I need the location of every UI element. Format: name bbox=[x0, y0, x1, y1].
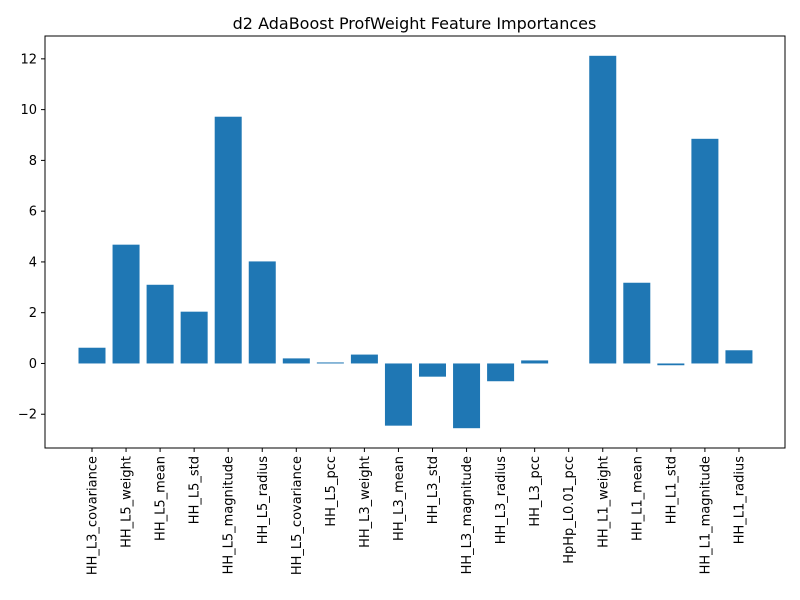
x-tick-label: HH_L5_pcc bbox=[324, 456, 339, 527]
x-tick-label: HH_L3_pcc bbox=[528, 456, 543, 527]
bar-HH_L3_weight bbox=[350, 354, 378, 364]
x-tick-label: HH_L3_magnitude bbox=[460, 456, 475, 574]
y-tick-label: 8 bbox=[29, 154, 37, 169]
y-tick-label: 6 bbox=[29, 205, 37, 220]
x-tick-label: HH_L5_radius bbox=[256, 456, 271, 544]
x-tick-label: HH_L1_radius bbox=[732, 456, 747, 544]
bar-HH_L5_weight bbox=[112, 244, 140, 364]
bar-HH_L1_radius bbox=[725, 350, 753, 364]
bar-HH_L1_std bbox=[657, 363, 685, 366]
bar-HH_L5_mean bbox=[146, 284, 174, 364]
y-axis: −2 0 2 4 6 8 10 12 bbox=[18, 52, 45, 423]
x-tick-label: HH_L1_mean bbox=[630, 456, 645, 541]
bar-HH_L5_pcc bbox=[316, 362, 344, 364]
y-tick-label: 12 bbox=[20, 52, 37, 67]
x-tick-label: HH_L5_magnitude bbox=[222, 456, 237, 574]
bar-HH_L5_radius bbox=[248, 261, 276, 364]
bar-HH_L3_radius bbox=[487, 363, 515, 382]
x-tick-label: HH_L3_weight bbox=[358, 456, 373, 548]
y-tick-label: 4 bbox=[29, 255, 37, 270]
bar-HH_L1_weight bbox=[589, 55, 617, 364]
bar-HH_L3_mean bbox=[384, 363, 412, 426]
x-tick-label: HH_L5_weight bbox=[120, 456, 135, 548]
x-tick-label: HH_L5_covariance bbox=[290, 456, 305, 575]
x-axis: HH_L3_covariance HH_L5_weight HH_L5_mean HH… bbox=[86, 448, 747, 575]
x-tick-label: HpHp_L0.01_pcc bbox=[562, 456, 577, 564]
bar-HH_L3_magnitude bbox=[453, 363, 481, 429]
x-tick-label: HH_L1_magnitude bbox=[698, 456, 713, 574]
bar-HH_L1_mean bbox=[623, 282, 651, 364]
x-tick-label: HH_L5_mean bbox=[154, 456, 169, 541]
x-tick-label: HH_L1_std bbox=[664, 456, 679, 524]
y-tick-label: 10 bbox=[20, 103, 37, 118]
y-tick-label: 0 bbox=[29, 357, 37, 372]
x-tick-label: HH_L3_radius bbox=[494, 456, 509, 544]
x-tick-label: HH_L3_covariance bbox=[86, 456, 101, 575]
y-tick-label: −2 bbox=[18, 408, 37, 423]
bar-HH_L5_std bbox=[180, 311, 208, 364]
bars-group bbox=[78, 55, 753, 429]
bar-HH_L5_covariance bbox=[282, 358, 310, 364]
chart-title: d2 AdaBoost ProfWeight Feature Importanc… bbox=[233, 14, 597, 33]
plot-frame bbox=[44, 35, 786, 449]
x-tick-label: HH_L5_std bbox=[188, 456, 203, 524]
bar-HH_L3_pcc bbox=[521, 360, 549, 364]
y-tick-label: 2 bbox=[29, 306, 37, 321]
x-tick-label: HH_L1_weight bbox=[596, 456, 611, 548]
bar-HH_L1_magnitude bbox=[691, 138, 719, 364]
bar-HH_L3_covariance bbox=[78, 347, 106, 364]
bar-HH_L3_std bbox=[419, 363, 446, 377]
bar-HH_L5_magnitude bbox=[214, 116, 242, 364]
x-tick-label: HH_L3_std bbox=[426, 456, 441, 524]
x-tick-label: HH_L3_mean bbox=[392, 456, 407, 541]
